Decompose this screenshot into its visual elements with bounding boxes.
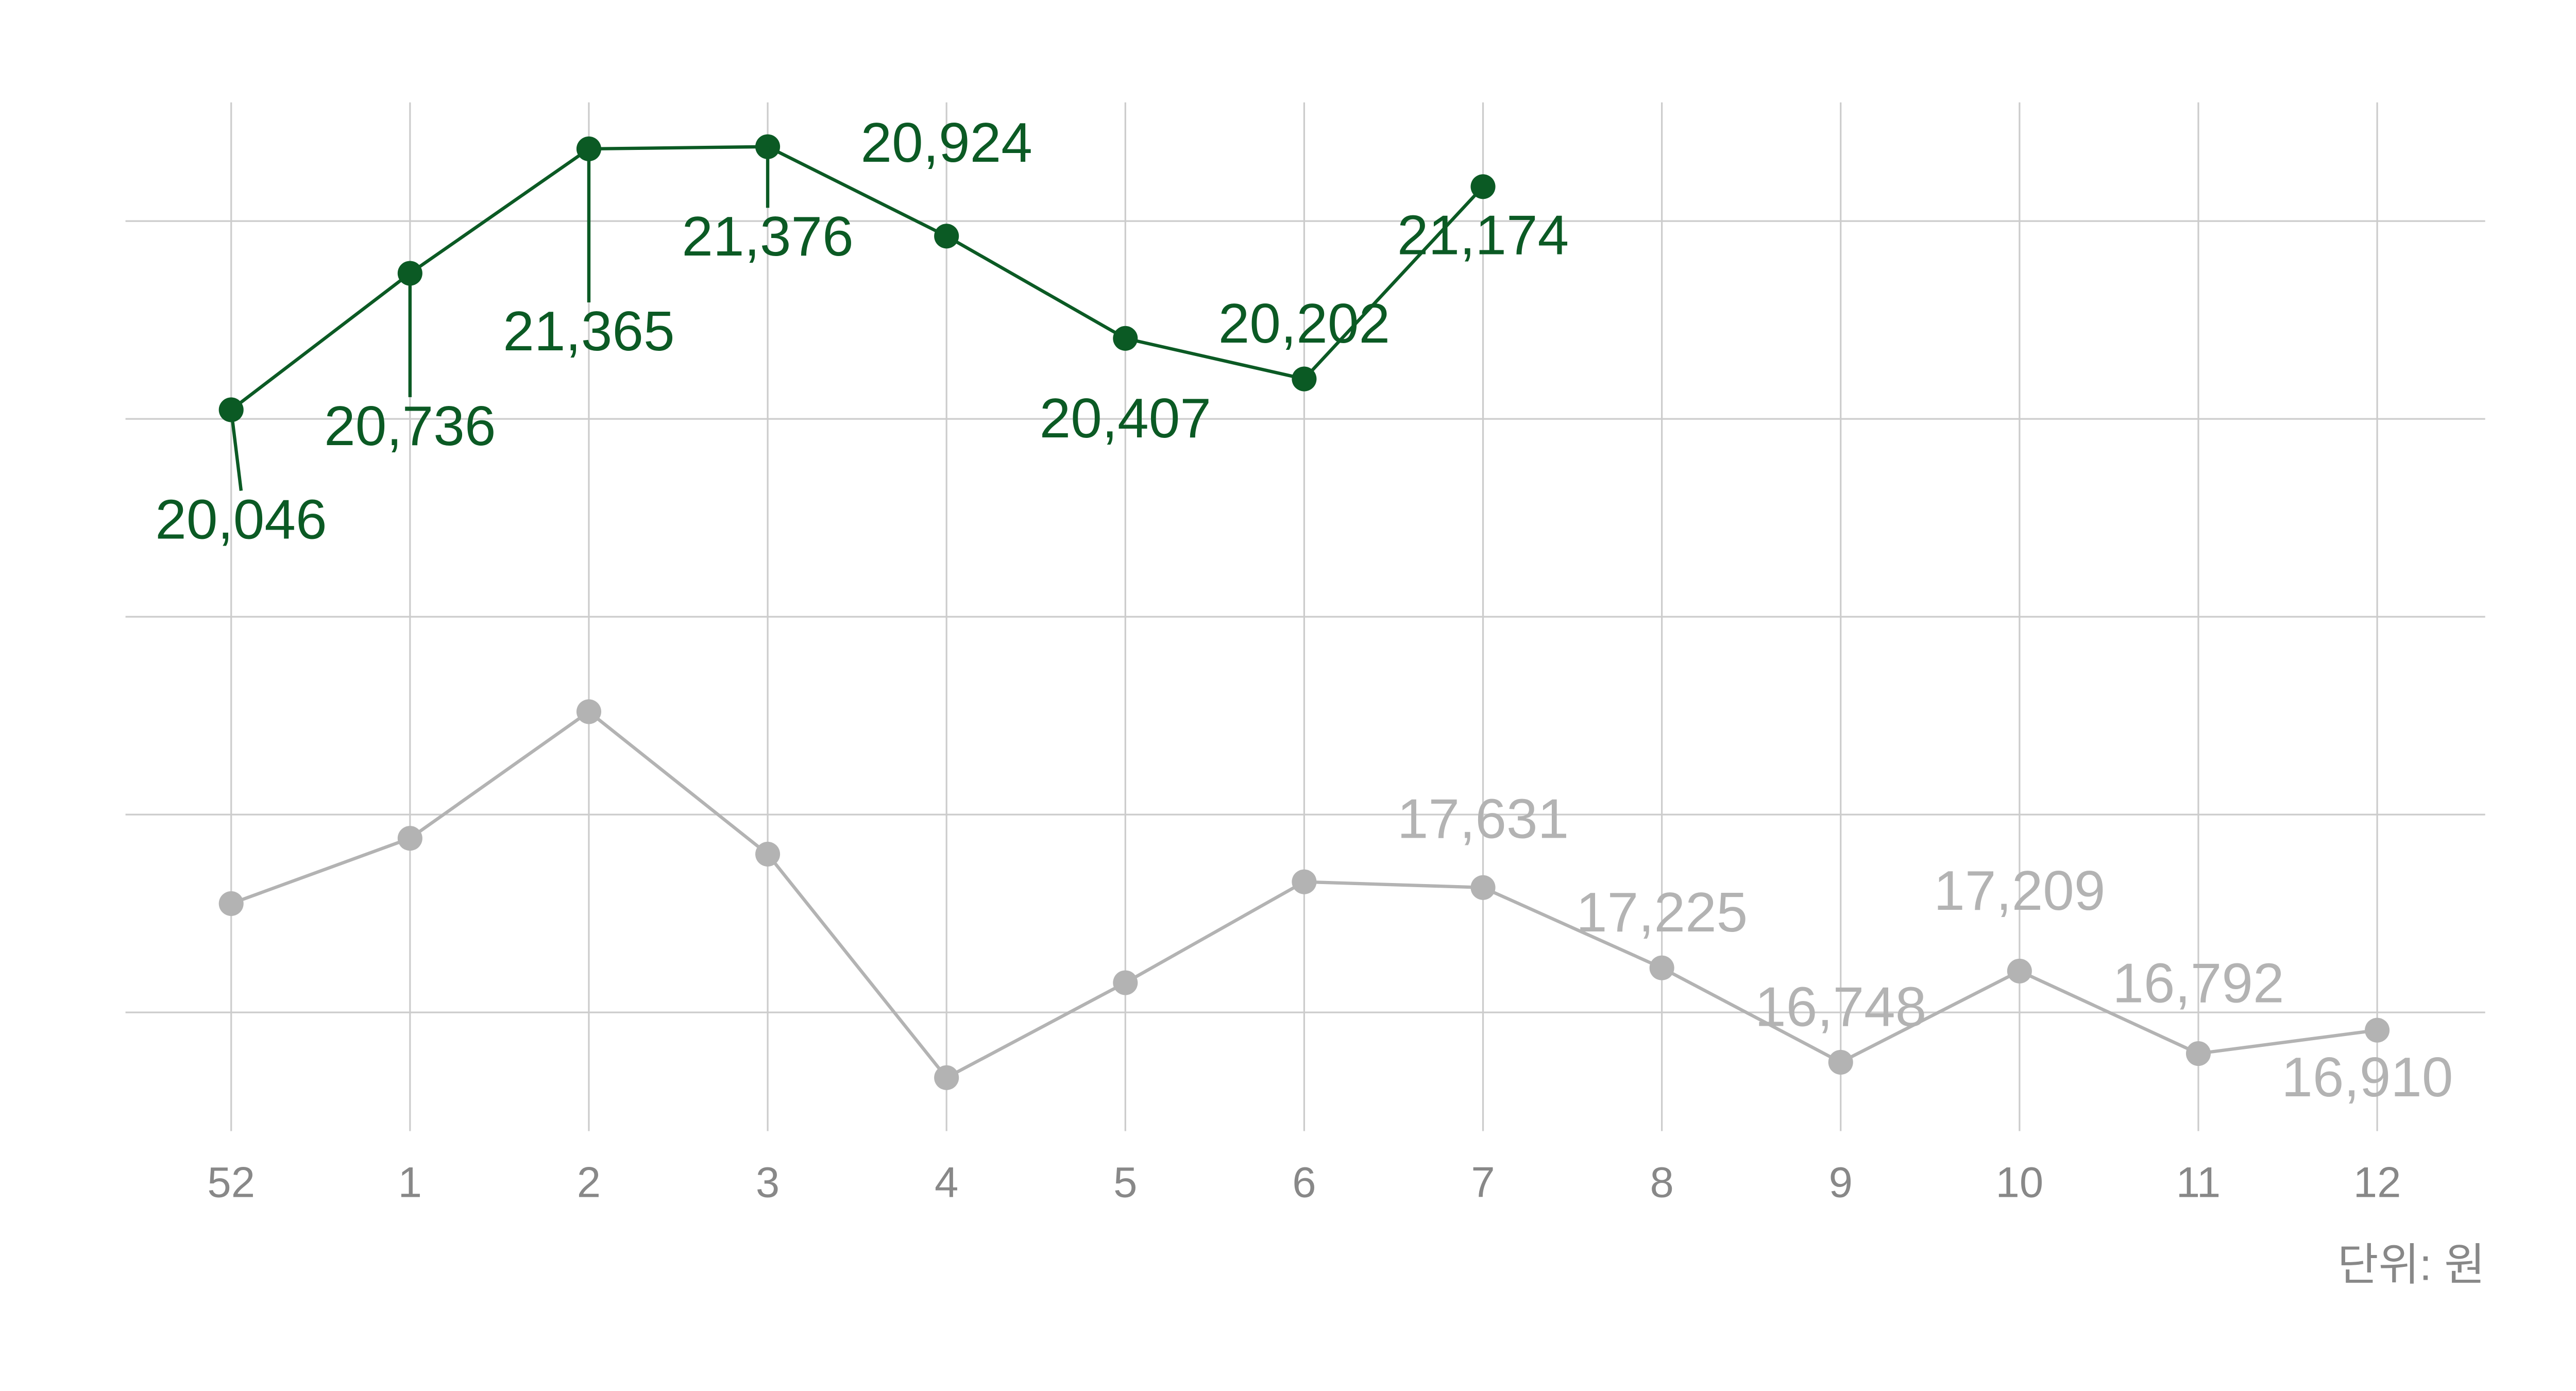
value-label: 20,046 xyxy=(155,488,327,551)
x-tick-label: 10 xyxy=(1996,1158,2044,1206)
x-tick-label: 3 xyxy=(756,1158,779,1206)
x-tick-label: 4 xyxy=(935,1158,958,1206)
point xyxy=(1113,326,1138,351)
x-tick-label: 9 xyxy=(1829,1158,1853,1206)
value-label: 20,736 xyxy=(324,395,496,457)
point xyxy=(934,1065,959,1090)
point xyxy=(1649,955,1674,980)
x-tick-label: 52 xyxy=(207,1158,255,1206)
point xyxy=(2365,1017,2390,1043)
x-tick-label: 2 xyxy=(577,1158,601,1206)
value-label: 20,202 xyxy=(1218,292,1390,355)
point xyxy=(1292,869,1317,894)
series-line xyxy=(230,145,1484,411)
point xyxy=(1113,970,1138,995)
value-label: 20,924 xyxy=(861,111,1032,174)
point xyxy=(1470,875,1496,900)
value-label: 21,365 xyxy=(503,300,674,363)
point xyxy=(2007,958,2032,983)
value-label: 21,376 xyxy=(682,205,853,268)
x-tick-label: 7 xyxy=(1471,1158,1495,1206)
leader-line xyxy=(229,410,243,491)
value-label: 21,174 xyxy=(1397,204,1569,267)
value-label: 16,910 xyxy=(2281,1046,2453,1109)
point xyxy=(1292,366,1317,392)
x-tick-label: 6 xyxy=(1292,1158,1316,1206)
value-label: 16,792 xyxy=(2112,952,2284,1015)
point xyxy=(397,826,422,851)
point xyxy=(2185,1041,2211,1066)
point xyxy=(218,891,244,916)
x-tick-label: 8 xyxy=(1650,1158,1673,1206)
point xyxy=(755,841,781,867)
value-label: 17,631 xyxy=(1397,788,1569,851)
point xyxy=(934,224,959,249)
x-tick-label: 12 xyxy=(2353,1158,2401,1206)
value-label: 17,225 xyxy=(1576,881,1748,944)
value-label: 16,748 xyxy=(1755,975,1926,1038)
value-label: 17,209 xyxy=(1934,859,2105,922)
x-tick-label: 1 xyxy=(398,1158,422,1206)
point xyxy=(576,699,601,724)
x-tick-label: 5 xyxy=(1113,1158,1137,1206)
point xyxy=(1828,1049,1853,1075)
x-tick-label: 11 xyxy=(2176,1158,2221,1206)
unit-label: 단위: 원 xyxy=(2337,1240,2485,1290)
value-label: 20,407 xyxy=(1040,387,1211,450)
point xyxy=(1470,174,1496,199)
